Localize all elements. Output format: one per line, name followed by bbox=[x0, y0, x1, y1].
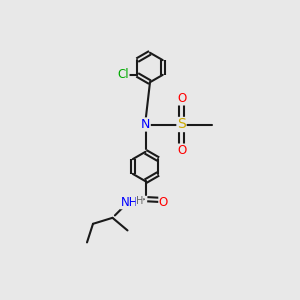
Text: O: O bbox=[177, 92, 186, 105]
Text: S: S bbox=[177, 118, 186, 131]
Text: Cl: Cl bbox=[117, 68, 129, 81]
Text: O: O bbox=[159, 196, 168, 209]
Text: O: O bbox=[177, 144, 186, 157]
Text: N: N bbox=[141, 118, 150, 131]
Text: H: H bbox=[136, 196, 143, 206]
Text: NH: NH bbox=[121, 196, 138, 209]
